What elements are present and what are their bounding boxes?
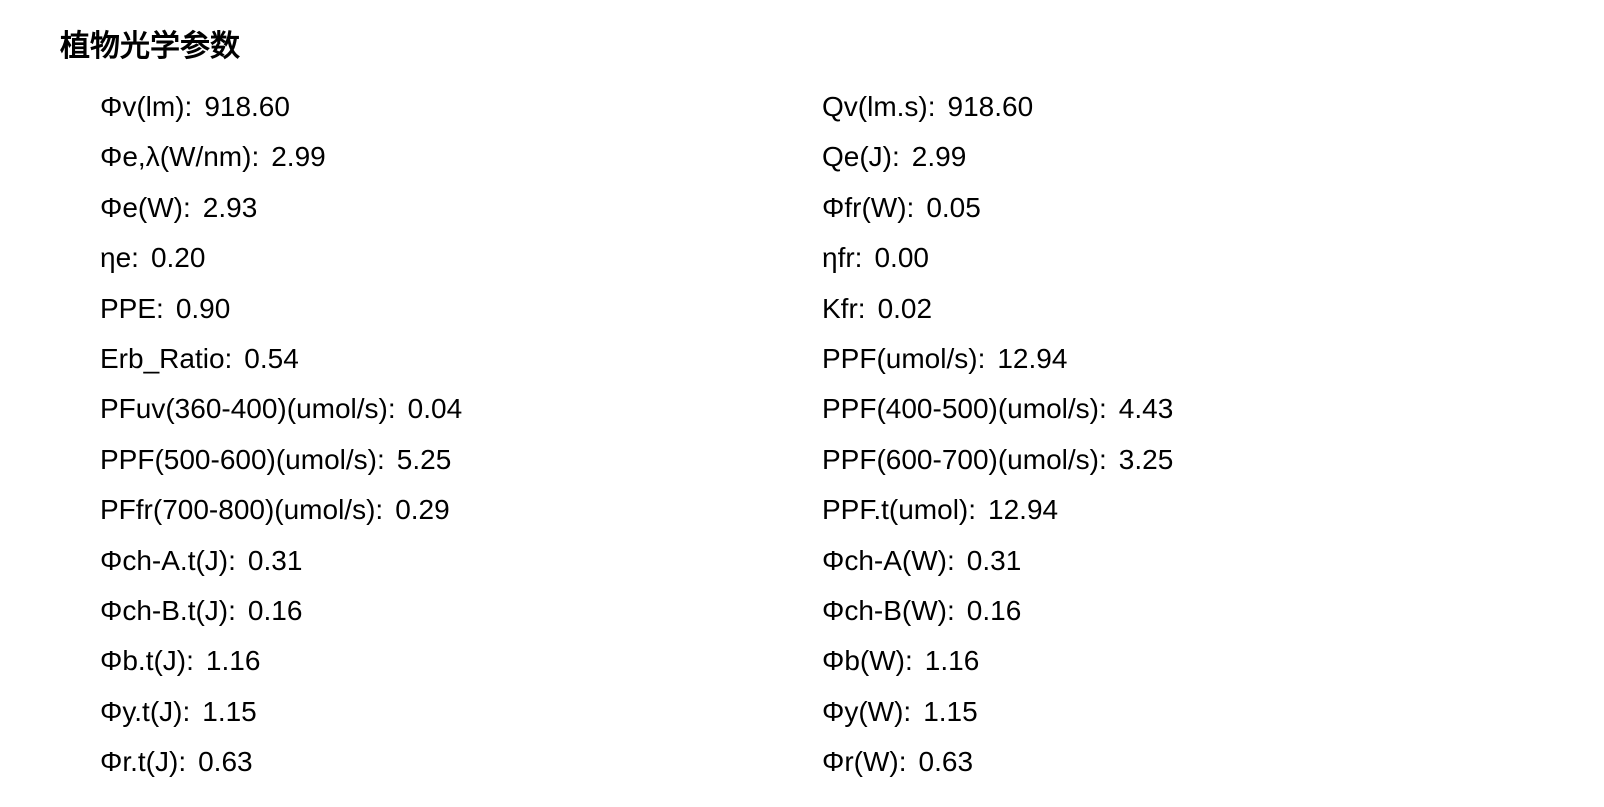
right-row: PPF(400-500)(umol/s): 4.43 bbox=[822, 384, 1544, 434]
right-value: 1.16 bbox=[925, 645, 980, 676]
left-label: Φe,λ(W/nm): bbox=[100, 141, 259, 172]
left-label: Φch-A.t(J): bbox=[100, 545, 236, 576]
right-value: 0.00 bbox=[874, 242, 929, 273]
left-value: 0.20 bbox=[151, 242, 206, 273]
right-row: ηfr: 0.00 bbox=[822, 233, 1544, 283]
right-value: 918.60 bbox=[948, 91, 1034, 122]
left-value: 5.25 bbox=[397, 444, 452, 475]
right-label: PPF(400-500)(umol/s): bbox=[822, 393, 1107, 424]
left-value: 0.54 bbox=[244, 343, 299, 374]
right-row: PPF.t(umol): 12.94 bbox=[822, 485, 1544, 535]
left-row: PPE: 0.90 bbox=[100, 284, 822, 334]
left-value: 0.29 bbox=[395, 494, 450, 525]
right-row: Φy(W): 1.15 bbox=[822, 687, 1544, 737]
right-value: 0.63 bbox=[919, 746, 974, 777]
left-row: Φv(lm): 918.60 bbox=[100, 82, 822, 132]
right-column: Qv(lm.s): 918.60 Qe(J): 2.99 Φfr(W): 0.05 ηfr:… bbox=[822, 82, 1544, 787]
right-label: PPF(600-700)(umol/s): bbox=[822, 444, 1107, 475]
left-value: 1.16 bbox=[206, 645, 261, 676]
right-value: 0.31 bbox=[967, 545, 1022, 576]
left-label: PFfr(700-800)(umol/s): bbox=[100, 494, 383, 525]
right-label: Φch-A(W): bbox=[822, 545, 955, 576]
left-label: Φch-B.t(J): bbox=[100, 595, 236, 626]
left-value: 1.15 bbox=[202, 696, 257, 727]
parameters-content: Φv(lm): 918.60 Φe,λ(W/nm): 2.99 Φe(W): 2.93 ηe… bbox=[60, 82, 1544, 787]
left-value: 0.16 bbox=[248, 595, 303, 626]
right-label: Qe(J): bbox=[822, 141, 900, 172]
right-value: 12.94 bbox=[997, 343, 1067, 374]
right-value: 1.15 bbox=[923, 696, 978, 727]
left-column: Φv(lm): 918.60 Φe,λ(W/nm): 2.99 Φe(W): 2.93 ηe… bbox=[100, 82, 822, 787]
left-value: 2.93 bbox=[203, 192, 258, 223]
left-row: Φb.t(J): 1.16 bbox=[100, 636, 822, 686]
left-label: Φy.t(J): bbox=[100, 696, 190, 727]
right-row: PPF(umol/s): 12.94 bbox=[822, 334, 1544, 384]
right-label: ηfr: bbox=[822, 242, 862, 273]
left-row: PPF(500-600)(umol/s): 5.25 bbox=[100, 435, 822, 485]
right-value: 4.43 bbox=[1119, 393, 1174, 424]
right-row: Φb(W): 1.16 bbox=[822, 636, 1544, 686]
right-label: Kfr: bbox=[822, 293, 866, 324]
left-value: 2.99 bbox=[271, 141, 326, 172]
left-row: Φe(W): 2.93 bbox=[100, 183, 822, 233]
left-label: PPF(500-600)(umol/s): bbox=[100, 444, 385, 475]
left-label: PFuv(360-400)(umol/s): bbox=[100, 393, 396, 424]
right-label: PPF.t(umol): bbox=[822, 494, 976, 525]
left-label: Erb_Ratio: bbox=[100, 343, 232, 374]
left-value: 0.90 bbox=[176, 293, 231, 324]
right-value: 0.05 bbox=[926, 192, 981, 223]
left-row: Φch-B.t(J): 0.16 bbox=[100, 586, 822, 636]
right-label: Φb(W): bbox=[822, 645, 913, 676]
left-row: ηe: 0.20 bbox=[100, 233, 822, 283]
right-row: Qe(J): 2.99 bbox=[822, 132, 1544, 182]
left-value: 0.04 bbox=[408, 393, 463, 424]
right-label: Φr(W): bbox=[822, 746, 907, 777]
left-row: PFuv(360-400)(umol/s): 0.04 bbox=[100, 384, 822, 434]
left-label: Φe(W): bbox=[100, 192, 191, 223]
right-label: Φy(W): bbox=[822, 696, 911, 727]
left-label: Φv(lm): bbox=[100, 91, 192, 122]
left-row: Φr.t(J): 0.63 bbox=[100, 737, 822, 787]
left-label: ηe: bbox=[100, 242, 139, 273]
right-value: 0.16 bbox=[967, 595, 1022, 626]
right-label: Φfr(W): bbox=[822, 192, 914, 223]
right-label: Φch-B(W): bbox=[822, 595, 955, 626]
left-label: Φb.t(J): bbox=[100, 645, 194, 676]
left-row: Φch-A.t(J): 0.31 bbox=[100, 536, 822, 586]
right-value: 12.94 bbox=[988, 494, 1058, 525]
right-row: Qv(lm.s): 918.60 bbox=[822, 82, 1544, 132]
right-value: 3.25 bbox=[1119, 444, 1174, 475]
right-row: Φr(W): 0.63 bbox=[822, 737, 1544, 787]
left-value: 0.63 bbox=[198, 746, 253, 777]
right-row: PPF(600-700)(umol/s): 3.25 bbox=[822, 435, 1544, 485]
right-value: 2.99 bbox=[912, 141, 967, 172]
left-row: PFfr(700-800)(umol/s): 0.29 bbox=[100, 485, 822, 535]
right-value: 0.02 bbox=[878, 293, 933, 324]
left-label: Φr.t(J): bbox=[100, 746, 186, 777]
left-row: Φy.t(J): 1.15 bbox=[100, 687, 822, 737]
right-row: Φfr(W): 0.05 bbox=[822, 183, 1544, 233]
right-row: Kfr: 0.02 bbox=[822, 284, 1544, 334]
left-label: PPE: bbox=[100, 293, 164, 324]
right-label: PPF(umol/s): bbox=[822, 343, 985, 374]
right-label: Qv(lm.s): bbox=[822, 91, 936, 122]
left-value: 918.60 bbox=[204, 91, 290, 122]
left-row: Φe,λ(W/nm): 2.99 bbox=[100, 132, 822, 182]
left-row: Erb_Ratio: 0.54 bbox=[100, 334, 822, 384]
right-row: Φch-A(W): 0.31 bbox=[822, 536, 1544, 586]
right-row: Φch-B(W): 0.16 bbox=[822, 586, 1544, 636]
left-value: 0.31 bbox=[248, 545, 303, 576]
section-title: 植物光学参数 bbox=[60, 20, 1544, 74]
